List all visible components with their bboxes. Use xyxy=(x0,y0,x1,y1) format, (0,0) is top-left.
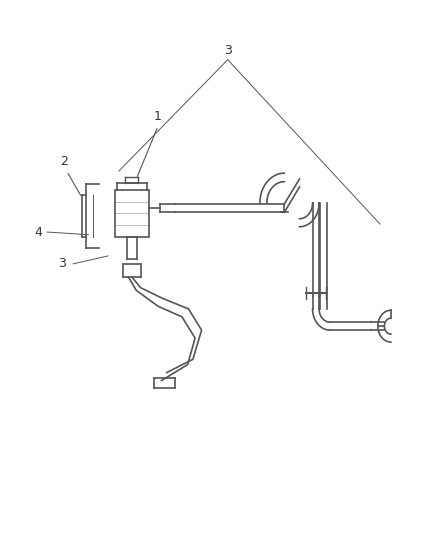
Bar xyxy=(115,190,149,237)
Text: 3: 3 xyxy=(58,257,66,270)
Text: 3: 3 xyxy=(224,44,232,57)
Text: 2: 2 xyxy=(60,156,68,168)
Text: 4: 4 xyxy=(35,225,42,239)
Text: 1: 1 xyxy=(154,110,162,123)
